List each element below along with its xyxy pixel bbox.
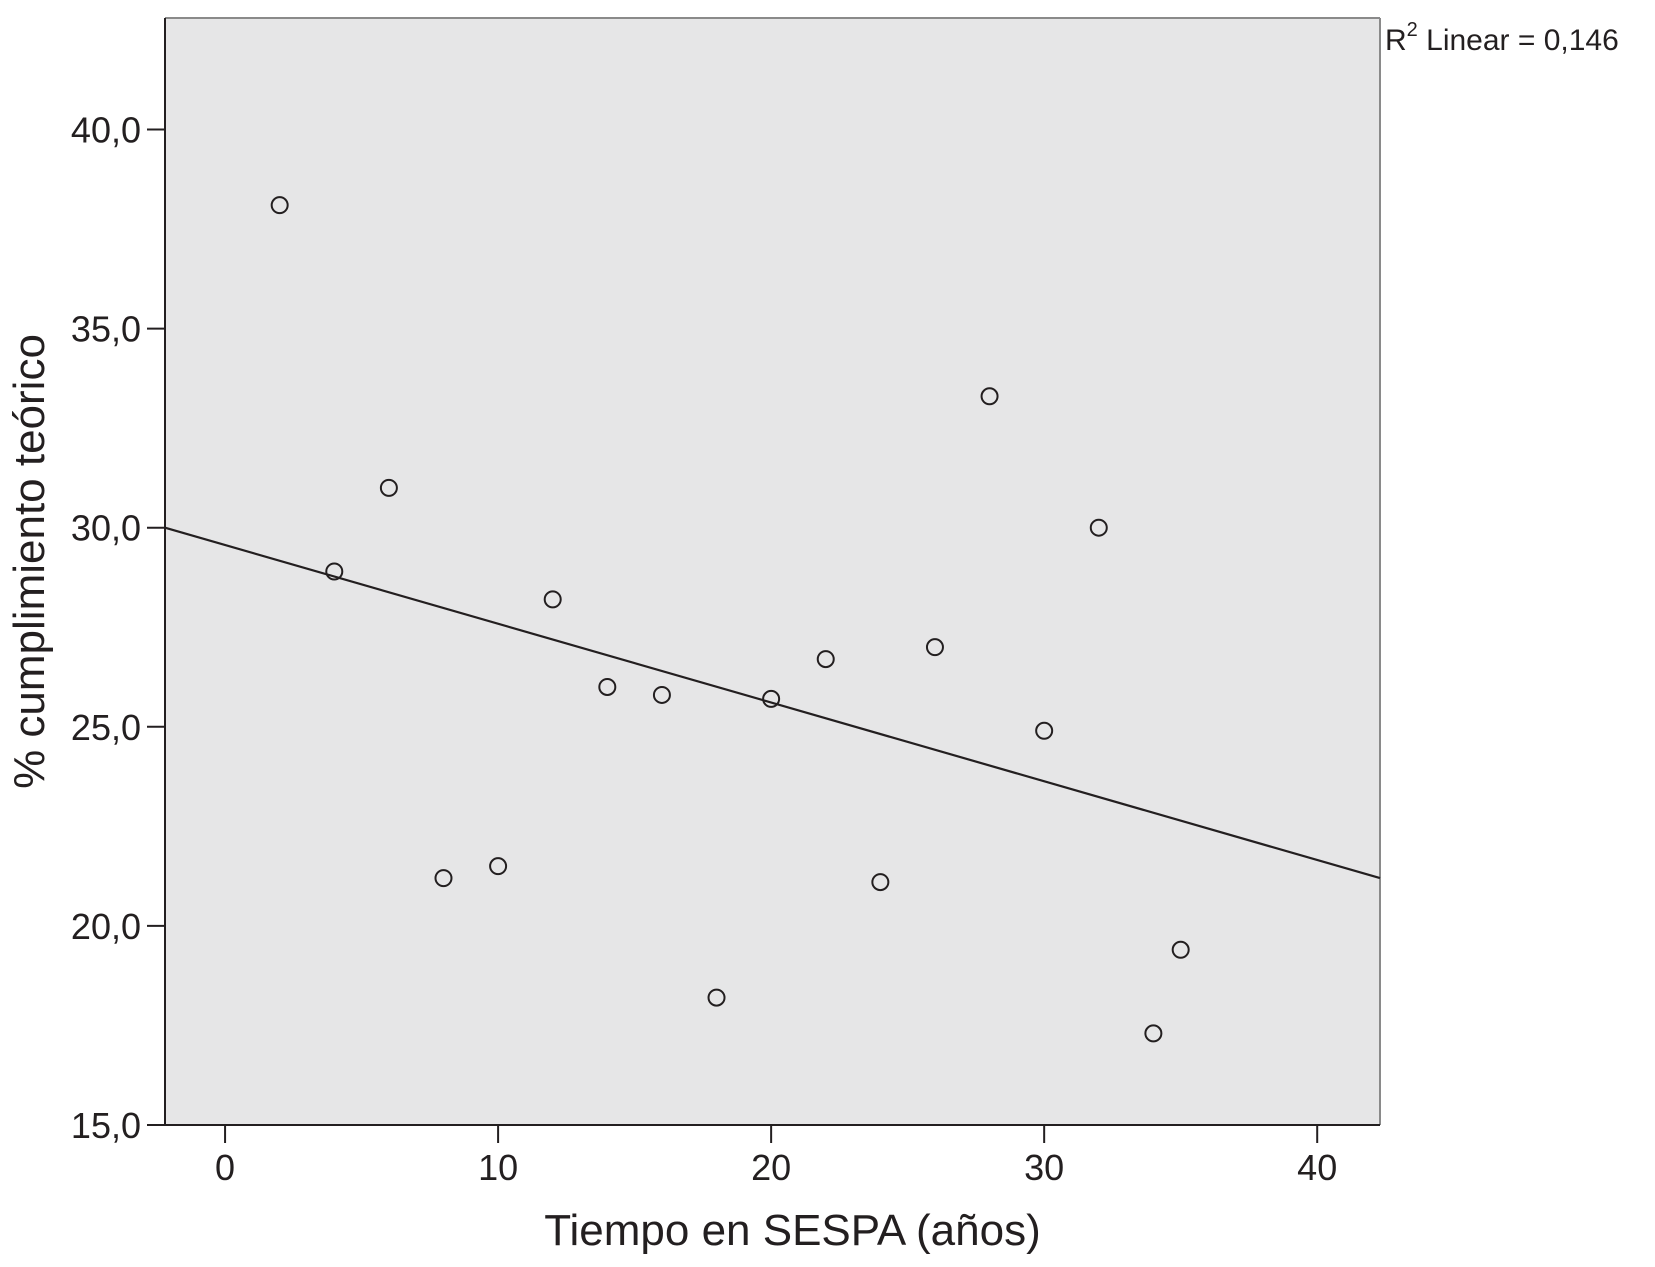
x-tick-label: 10 <box>478 1147 518 1188</box>
data-point <box>816 650 835 669</box>
data-point <box>1089 518 1108 537</box>
r-squared-base: R <box>1385 24 1407 57</box>
data-point <box>980 387 999 406</box>
data-point <box>707 988 726 1007</box>
x-tick-label: 40 <box>1297 1147 1337 1188</box>
plot-frame <box>164 17 1381 1126</box>
data-point <box>434 869 453 888</box>
x-tick-label: 20 <box>751 1147 791 1188</box>
x-axis-title: Tiempo en SESPA (años) <box>544 1206 1040 1255</box>
plot-background <box>165 18 1380 1125</box>
data-points <box>270 196 1190 1043</box>
data-point <box>543 590 562 609</box>
data-point <box>925 638 944 657</box>
y-axis-title: % cumplimiento teórico <box>5 334 54 789</box>
y-tick-label: 15,0 <box>71 1105 141 1146</box>
data-point <box>325 562 344 581</box>
regression-line <box>164 526 1381 880</box>
r-squared-text: Linear = 0,146 <box>1418 24 1619 57</box>
x-tick-label: 30 <box>1024 1147 1064 1188</box>
r-squared-annotation: R2 Linear = 0,146 <box>1385 19 1619 57</box>
data-point <box>1144 1024 1163 1043</box>
x-axis-ticks: 0 10 20 30 40 <box>215 1125 1337 1188</box>
y-tick-label: 20,0 <box>71 906 141 947</box>
data-point <box>379 478 398 497</box>
r-squared-superscript: 2 <box>1407 19 1418 41</box>
data-point <box>270 196 289 215</box>
y-axis-ticks: 15,0 20,0 25,0 30,0 35,0 40,0 <box>71 109 165 1146</box>
data-point <box>1171 940 1190 959</box>
regression-line-group <box>164 526 1381 880</box>
data-point <box>489 857 508 876</box>
data-point <box>762 689 781 708</box>
y-tick-label: 25,0 <box>71 707 141 748</box>
data-point <box>652 685 671 704</box>
y-tick-label: 40,0 <box>71 109 141 150</box>
y-tick-label: 35,0 <box>71 309 141 350</box>
x-tick-label: 0 <box>215 1147 235 1188</box>
y-tick-label: 30,0 <box>71 508 141 549</box>
data-point <box>871 873 890 892</box>
data-point <box>598 677 617 696</box>
data-point <box>1035 721 1054 740</box>
